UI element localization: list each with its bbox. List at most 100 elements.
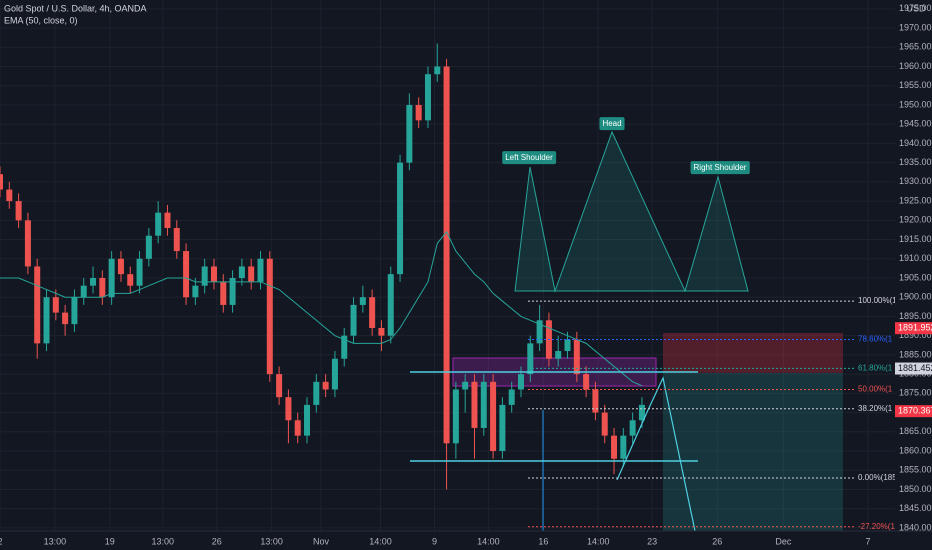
- annotation: Head: [599, 117, 625, 131]
- x-tick-label: 16: [538, 536, 548, 546]
- x-tick-label: 26: [712, 536, 722, 546]
- candle-body: [397, 162, 404, 275]
- candle-body: [350, 304, 357, 336]
- x-tick-label: 7: [866, 536, 871, 546]
- candle-body: [434, 66, 441, 75]
- candle-body: [266, 258, 273, 375]
- candle-body: [462, 381, 469, 390]
- y-tick-label: 1950.00: [899, 99, 932, 109]
- candle-body: [359, 297, 366, 305]
- x-tick-label: 13:00: [152, 536, 175, 546]
- y-tick-label: 1930.00: [899, 176, 932, 186]
- y-tick-label: 1925.00: [899, 195, 932, 205]
- candle-body: [276, 374, 283, 398]
- candle-body: [313, 381, 320, 405]
- candle-body: [108, 258, 115, 298]
- candle-body: [480, 381, 487, 428]
- candle-body: [6, 189, 13, 202]
- y-tick-label: 1905.00: [899, 272, 932, 282]
- candle-body: [294, 420, 301, 436]
- y-tick-label: 1840.00: [899, 522, 932, 532]
- ema-line: [0, 230, 643, 387]
- candle-body: [136, 258, 143, 286]
- candle-body: [80, 285, 87, 298]
- y-tick-label: 1855.00: [899, 465, 932, 475]
- candle-body: [629, 420, 636, 436]
- candle-body: [573, 339, 580, 375]
- candle-body: [201, 266, 208, 286]
- price-label-box: [895, 362, 932, 375]
- long-position-profit: [663, 373, 843, 531]
- fib-label: 100.00%(1: [858, 296, 897, 305]
- y-tick-label: 1860.00: [899, 445, 932, 455]
- x-tick-label: 14:00: [369, 536, 392, 546]
- candle-body: [52, 297, 59, 313]
- candle-body: [183, 251, 190, 298]
- fib-label: 61.80%(1: [858, 363, 893, 372]
- candle-body: [508, 389, 515, 405]
- y-tick-label: 1890.00: [899, 330, 932, 340]
- long-position-stop: [663, 333, 843, 373]
- candle-body: [369, 297, 376, 328]
- candle-body: [34, 266, 41, 344]
- y-tick-label: 1945.00: [899, 119, 932, 129]
- x-tick-label: 14:00: [477, 536, 500, 546]
- candle-body: [164, 212, 171, 229]
- candle-body: [210, 266, 217, 282]
- x-tick-label: 26: [212, 536, 222, 546]
- price-label-box: [895, 405, 932, 418]
- annotation: Right Shoulder: [690, 161, 750, 175]
- y-tick-label: 1875.00: [899, 388, 932, 398]
- fib-label: -27.20%(1: [858, 522, 895, 531]
- candle-body: [592, 389, 599, 413]
- candle-body: [0, 174, 3, 190]
- y-tick-label: 1935.00: [899, 157, 932, 167]
- candle-body: [601, 412, 608, 436]
- y-tick-label: 1970.00: [899, 22, 932, 32]
- candle-body: [192, 285, 199, 298]
- price-label: 1881.452: [898, 363, 932, 373]
- candle-body: [638, 404, 645, 421]
- x-tick-label: 19: [105, 536, 115, 546]
- head-and-shoulders: [514, 130, 749, 293]
- candle-body: [611, 435, 618, 459]
- candle-body: [331, 358, 338, 390]
- candle-body: [378, 327, 385, 336]
- y-tick-label: 1940.00: [899, 138, 932, 148]
- annotation-box: [502, 151, 557, 165]
- candle-body: [406, 104, 413, 163]
- candle-body: [304, 404, 311, 436]
- price-label: 1870.367: [898, 406, 932, 416]
- candle-body: [527, 343, 534, 375]
- candle-body: [387, 274, 394, 336]
- candle-body: [127, 274, 134, 286]
- x-tick-label: 9: [432, 536, 437, 546]
- fib-label: 0.00%(185: [858, 473, 897, 482]
- price-axis: [895, 0, 932, 550]
- y-tick-label: 1920.00: [899, 215, 932, 225]
- candle-body: [257, 258, 264, 282]
- candle-body: [471, 381, 478, 428]
- annotation-label: Head: [602, 119, 621, 128]
- y-tick-label: 1900.00: [899, 292, 932, 302]
- y-tick-label: 1915.00: [899, 234, 932, 244]
- candle-body: [15, 201, 22, 221]
- candle-body: [341, 335, 348, 359]
- candle-body: [145, 235, 152, 259]
- y-tick-label: 1845.00: [899, 503, 932, 513]
- candle-body: [285, 397, 292, 421]
- candle-body: [43, 297, 50, 344]
- candle-body: [620, 435, 627, 459]
- x-tick-label: 2: [0, 536, 3, 546]
- candle-body: [555, 351, 562, 359]
- candle-body: [99, 277, 106, 298]
- annotation-box: [599, 117, 625, 131]
- candle-body: [24, 220, 31, 267]
- candle-body: [536, 320, 543, 344]
- indicator-label: EMA (50, close, 0): [4, 15, 78, 25]
- candle-body: [443, 66, 450, 444]
- candle-body: [424, 74, 431, 121]
- y-tick-label: 1850.00: [899, 484, 932, 494]
